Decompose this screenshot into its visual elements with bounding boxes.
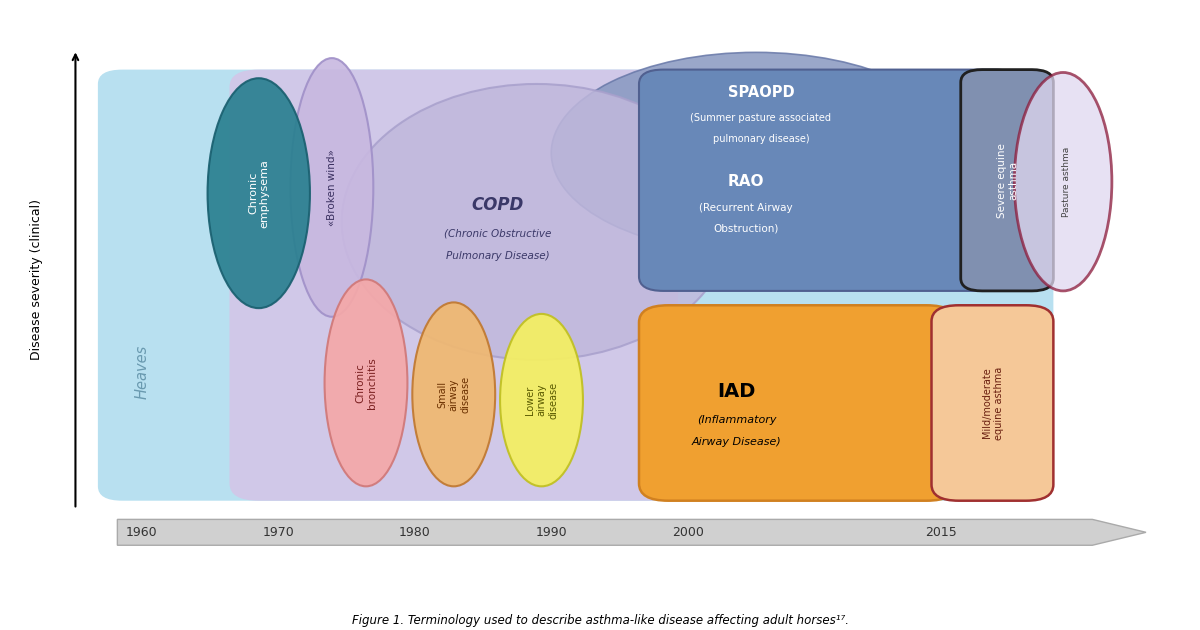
Text: Figure 1. Terminology used to describe asthma-like disease affecting adult horse: Figure 1. Terminology used to describe a… xyxy=(352,614,848,627)
Ellipse shape xyxy=(1014,72,1112,291)
Ellipse shape xyxy=(324,280,408,486)
FancyBboxPatch shape xyxy=(640,69,1019,291)
Text: Lower
airway
disease: Lower airway disease xyxy=(524,382,558,419)
Ellipse shape xyxy=(208,78,310,308)
Ellipse shape xyxy=(551,52,961,253)
Ellipse shape xyxy=(342,84,732,360)
Text: 2015: 2015 xyxy=(925,526,958,539)
FancyBboxPatch shape xyxy=(229,69,678,501)
Ellipse shape xyxy=(500,314,583,486)
Text: 2000: 2000 xyxy=(672,526,703,539)
Text: Heaves: Heaves xyxy=(134,344,149,399)
Text: (Inflammatory: (Inflammatory xyxy=(697,415,776,425)
Text: COPD: COPD xyxy=(472,196,523,214)
Text: SPAOPD: SPAOPD xyxy=(727,85,794,100)
Polygon shape xyxy=(118,519,1146,545)
Text: Severe equine
asthma: Severe equine asthma xyxy=(997,143,1019,218)
Text: 1980: 1980 xyxy=(398,526,431,539)
Text: pulmonary disease): pulmonary disease) xyxy=(713,134,809,144)
Text: 1960: 1960 xyxy=(126,526,157,539)
Text: Disease severity (clinical): Disease severity (clinical) xyxy=(30,199,43,360)
Text: 1990: 1990 xyxy=(535,526,568,539)
FancyBboxPatch shape xyxy=(931,306,1054,501)
Text: RAO: RAO xyxy=(728,174,764,189)
Text: IAD: IAD xyxy=(718,382,756,401)
Text: «Broken wind»: «Broken wind» xyxy=(326,149,337,226)
Text: Chronic
bronchitis: Chronic bronchitis xyxy=(355,357,377,409)
Text: Pulmonary Disease): Pulmonary Disease) xyxy=(446,251,550,261)
Text: (Summer pasture associated: (Summer pasture associated xyxy=(690,113,832,123)
Text: (Chronic Obstructive: (Chronic Obstructive xyxy=(444,229,551,238)
Text: (Recurrent Airway: (Recurrent Airway xyxy=(700,203,793,212)
FancyBboxPatch shape xyxy=(961,69,1054,291)
Text: Chronic
emphysema: Chronic emphysema xyxy=(248,159,270,227)
Ellipse shape xyxy=(413,302,496,486)
Text: Pasture asthma: Pasture asthma xyxy=(1062,147,1070,217)
Text: Obstruction): Obstruction) xyxy=(714,224,779,234)
Text: Mild/moderate
equine asthma: Mild/moderate equine asthma xyxy=(982,367,1003,440)
Ellipse shape xyxy=(290,58,373,317)
FancyBboxPatch shape xyxy=(640,306,956,501)
Text: 1970: 1970 xyxy=(263,526,294,539)
FancyBboxPatch shape xyxy=(98,69,1054,501)
Text: Airway Disease): Airway Disease) xyxy=(691,437,781,447)
Text: Small
airway
disease: Small airway disease xyxy=(437,376,470,413)
